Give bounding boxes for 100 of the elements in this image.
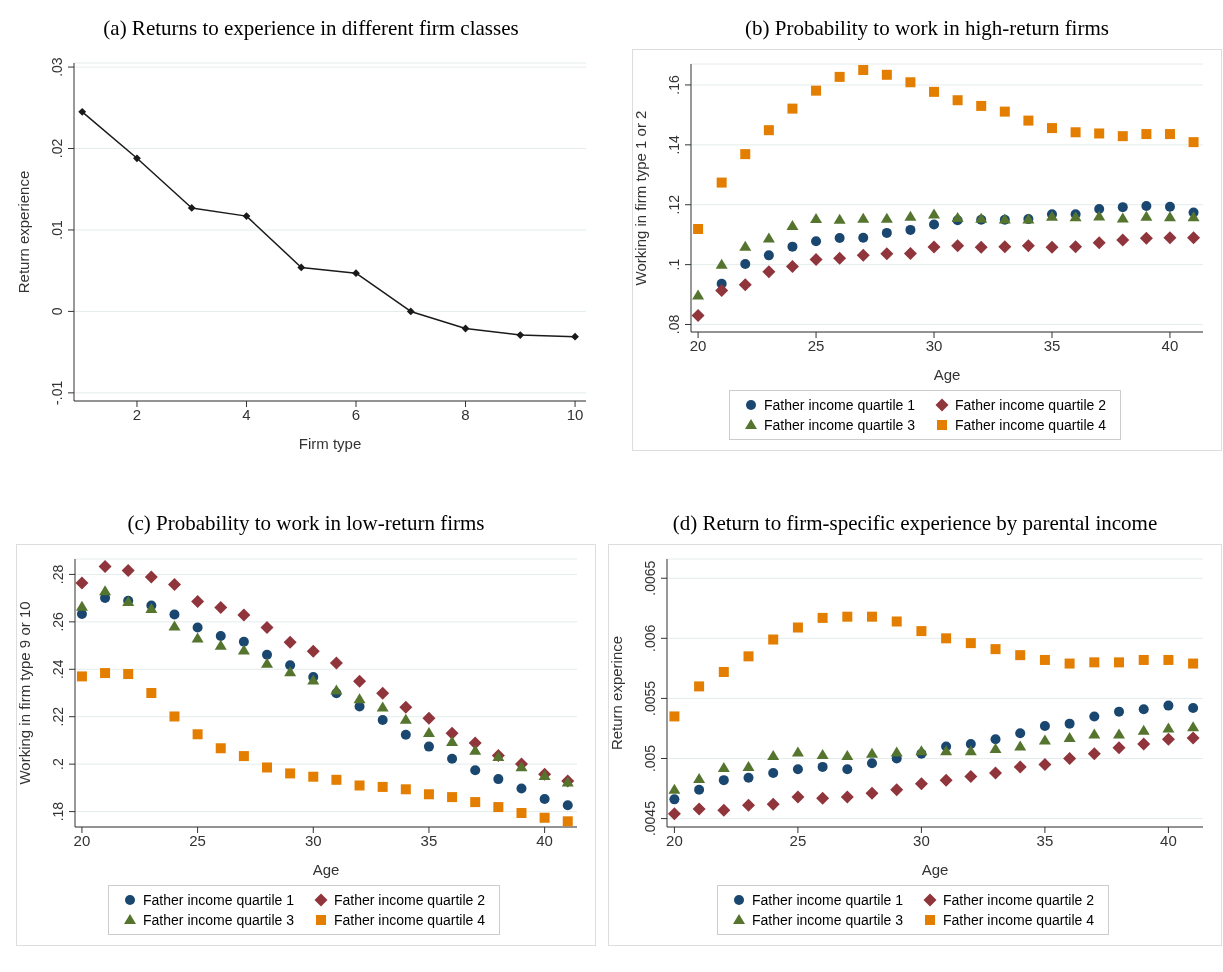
point [740,259,751,270]
point [840,790,854,804]
point [816,748,829,759]
point [929,219,940,230]
point [1163,654,1174,665]
x-tick-label: 6 [351,405,361,423]
point [1039,721,1050,732]
point [306,644,320,658]
point [1163,700,1174,711]
point [1137,724,1150,735]
point [516,808,527,819]
point [446,736,459,747]
point [1139,231,1153,245]
point [376,686,390,700]
y-tick-label: .2 [50,758,66,770]
point [1087,747,1101,761]
y-tick-label: .26 [50,611,66,632]
legend-label: Father income quartile 1 [143,892,294,908]
point [1023,115,1034,126]
point [928,208,941,219]
point [693,772,706,783]
point [75,600,88,611]
point [692,289,705,300]
point [989,742,1002,753]
x-tick-label: 2 [132,405,142,423]
y-tick-label: .08 [666,314,682,335]
point [1137,737,1151,751]
point [447,753,458,764]
point [167,578,181,592]
point [493,774,504,785]
point [1188,703,1199,714]
point [169,711,180,722]
point [1187,231,1201,245]
point [1013,760,1027,774]
y-axis-title: Working in firm type 1 or 2 [632,110,650,286]
point [1045,240,1059,254]
point [816,791,830,805]
point [858,64,869,75]
point [880,247,894,261]
point [811,236,822,247]
chart-title: (d) Return to firm-specific experience by parental income [671,511,1159,536]
point [98,560,112,574]
point [768,634,779,645]
point [809,253,823,267]
point [856,248,870,262]
point [515,761,528,772]
point [1162,722,1175,733]
legend-label: Father income quartile 4 [943,912,1094,928]
point [762,265,776,279]
point [1141,129,1152,140]
point [297,263,306,272]
point [76,671,87,682]
point [857,212,870,223]
point [539,794,550,805]
point [399,713,412,724]
x-tick-label: 30 [304,831,322,849]
point [927,240,941,254]
point [1015,728,1026,739]
point [976,100,987,111]
point [99,585,112,596]
point [881,227,892,238]
point [866,747,879,758]
y-axis-title: Return experince [608,635,626,751]
point [1138,704,1149,715]
point [353,693,366,704]
point [717,803,731,817]
point [192,729,203,740]
point [1063,752,1077,765]
point [470,765,481,776]
point [1116,212,1129,223]
point [187,204,196,212]
y-tick-label: .28 [50,564,66,585]
point [1188,137,1199,148]
point [352,269,360,278]
x-tick-label: 20 [666,831,683,849]
y-tick-label: .16 [666,75,682,95]
y-tick-label: .005 [642,744,658,773]
point [100,668,111,679]
y-tick-label: .006 [642,624,658,652]
point [1063,732,1076,743]
point [718,775,729,786]
point [964,745,977,756]
point [842,764,853,775]
x-tick-label: 40 [1160,831,1177,849]
point [785,259,799,273]
point [1114,657,1125,668]
x-tick-label: 25 [189,831,206,849]
point [516,783,527,794]
point [1112,741,1126,755]
y-tick-label: .0045 [642,800,658,837]
point [1021,239,1035,253]
y-tick-label: 0 [49,307,65,316]
point [78,107,87,116]
y-tick-label: .01 [49,220,65,240]
point [762,232,775,243]
point [791,746,804,757]
x-axis-title: Age [312,861,340,878]
point [817,612,828,623]
point [718,666,729,677]
point [740,149,751,160]
